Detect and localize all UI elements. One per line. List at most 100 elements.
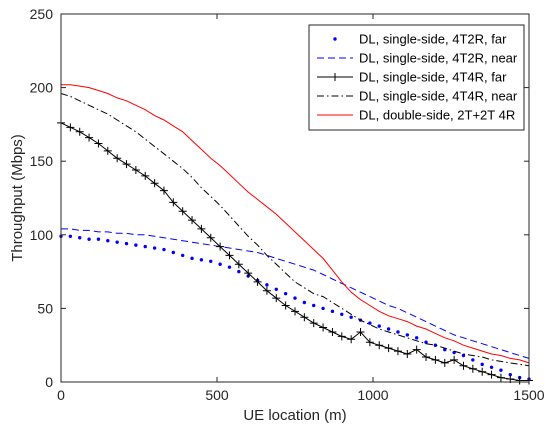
legend-label: DL, single-side, 4T4R, near <box>359 89 518 104</box>
data-point <box>330 309 335 314</box>
series-2 <box>61 228 530 359</box>
y-tick-label: 250 <box>30 6 54 22</box>
data-point <box>178 207 187 216</box>
data-point <box>403 350 412 359</box>
legend-item: DL, single-side, 4T4R, far <box>317 70 507 85</box>
data-point <box>300 313 309 322</box>
series-line <box>61 84 530 364</box>
data-point <box>206 233 215 242</box>
data-point <box>106 238 110 243</box>
data-point <box>365 338 374 347</box>
x-tick-label: 1500 <box>513 387 544 403</box>
data-point <box>225 251 234 260</box>
data-point <box>377 324 381 328</box>
data-point <box>319 323 328 332</box>
data-point <box>489 365 494 369</box>
data-point <box>291 307 299 316</box>
y-tick-label: 50 <box>37 300 53 316</box>
data-point <box>274 287 278 291</box>
data-point <box>78 236 82 240</box>
data-point <box>312 303 316 308</box>
data-point <box>431 355 440 364</box>
data-point <box>87 237 91 241</box>
data-point <box>471 358 475 362</box>
data-point <box>272 294 281 303</box>
data-point <box>159 186 168 195</box>
data-point <box>227 265 232 269</box>
data-point <box>302 300 307 305</box>
data-point <box>122 160 131 169</box>
data-point <box>349 315 353 319</box>
data-point <box>508 372 512 377</box>
data-point <box>375 341 384 350</box>
data-point <box>134 243 138 247</box>
data-point <box>515 376 524 385</box>
legend-label: DL, single-side, 4T2R, near <box>359 51 518 66</box>
data-point <box>347 335 356 344</box>
data-point <box>244 269 253 278</box>
data-point <box>143 244 147 249</box>
plot-frame <box>60 13 530 383</box>
series-4 <box>60 93 530 367</box>
data-point <box>237 269 241 274</box>
data-point <box>141 171 150 180</box>
data-point <box>450 355 459 364</box>
legend-marker <box>333 37 337 41</box>
data-point <box>197 224 206 233</box>
x-tick-label: 0 <box>57 387 65 403</box>
y-tick-label: 100 <box>30 227 54 243</box>
data-point <box>103 146 112 155</box>
data-point <box>433 343 438 347</box>
data-point <box>209 259 213 263</box>
data-point <box>234 260 243 269</box>
data-point <box>309 319 318 328</box>
data-point <box>199 258 204 262</box>
y-tick-label: 0 <box>45 374 53 390</box>
data-point <box>496 373 505 382</box>
data-point <box>216 242 225 251</box>
data-point <box>68 234 73 238</box>
legend-label: DL, single-side, 4T2R, far <box>359 32 507 47</box>
data-point <box>253 277 262 286</box>
legend-marker <box>331 73 339 81</box>
data-point <box>478 367 487 376</box>
data-point <box>468 364 477 373</box>
data-point <box>152 246 157 250</box>
data-point <box>384 344 393 353</box>
data-point <box>393 347 402 356</box>
data-point <box>321 306 325 311</box>
data-point <box>169 198 178 207</box>
data-point <box>150 179 159 188</box>
data-point <box>180 253 185 258</box>
series-line <box>61 228 530 359</box>
data-point <box>499 368 503 372</box>
legend-item: DL, single-side, 4T4R, near <box>317 89 518 104</box>
data-point <box>480 362 484 367</box>
y-tick-label: 150 <box>30 153 54 169</box>
data-point <box>124 241 129 246</box>
data-point <box>405 333 410 337</box>
data-point <box>85 133 94 142</box>
data-point <box>262 286 271 295</box>
data-point <box>412 345 421 354</box>
legend-item: DL, double-side, 2T+2T 4R <box>317 108 515 123</box>
data-point <box>414 336 419 340</box>
data-point <box>440 358 449 367</box>
data-point <box>424 340 428 344</box>
x-axis-label: UE location (m) <box>243 407 346 424</box>
x-axis: 0 500 1000 1500 <box>57 14 545 403</box>
data-point <box>162 247 166 252</box>
data-point <box>386 327 391 331</box>
data-point <box>459 361 468 370</box>
series-3 <box>57 118 533 385</box>
data-point <box>396 330 400 334</box>
plot-series <box>57 84 533 385</box>
legend-item: DL, single-side, 4T2R, near <box>317 51 518 66</box>
data-point <box>422 352 431 361</box>
data-point <box>281 301 290 310</box>
data-point <box>340 312 344 316</box>
data-point <box>283 291 288 296</box>
data-point <box>113 154 122 163</box>
legend-item: DL, single-side, 4T2R, far <box>333 32 507 47</box>
